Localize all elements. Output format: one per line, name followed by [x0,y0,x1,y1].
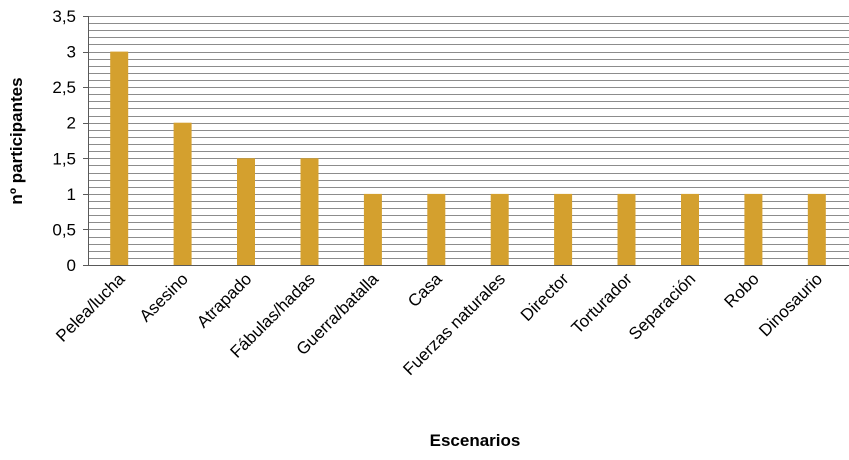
bar [237,158,255,265]
y-tick-label: 2,5 [52,78,76,97]
bar [617,193,636,265]
x-tick-label: Atrapado [193,269,255,331]
x-tick-label: Robo [721,269,763,311]
x-tick-label: Torturador [568,269,636,337]
y-tick-label: 1 [67,185,76,204]
bar [363,193,382,265]
x-tick-label: Casa [404,269,446,311]
bar [427,193,446,265]
axes [83,16,849,266]
x-tick-label: Pelea/lucha [52,269,129,346]
bar [110,51,129,265]
bar [490,193,509,265]
bar [300,158,319,265]
y-tick-label: 3 [67,43,76,62]
y-tick-label: 0,5 [52,220,76,239]
x-tick-label: Dinosaurio [755,269,826,340]
y-axis-title: nº participantes [7,77,26,204]
x-axis-title: Escenarios [430,431,521,450]
bar [173,122,192,265]
y-tick-label: 2 [67,114,76,133]
bars [110,51,826,265]
y-tick-label: 0 [67,256,76,275]
y-tick-label: 3,5 [52,7,76,26]
x-category-labels: Pelea/lucha Asesino AtrapadoFábulas/hadasG… [52,269,826,379]
bar [681,193,699,265]
x-tick-label: Asesino [136,269,192,325]
y-tick-label: 1,5 [52,149,76,168]
x-tick-label: Director [517,269,573,325]
gridlines [88,16,849,259]
bar [744,193,763,265]
bar [554,193,573,265]
x-tick-label: Separación [625,269,699,343]
bar [807,193,826,265]
y-tick-labels: 0 0,5 1 1,5 2 2,5 3 3,5 [52,7,76,275]
